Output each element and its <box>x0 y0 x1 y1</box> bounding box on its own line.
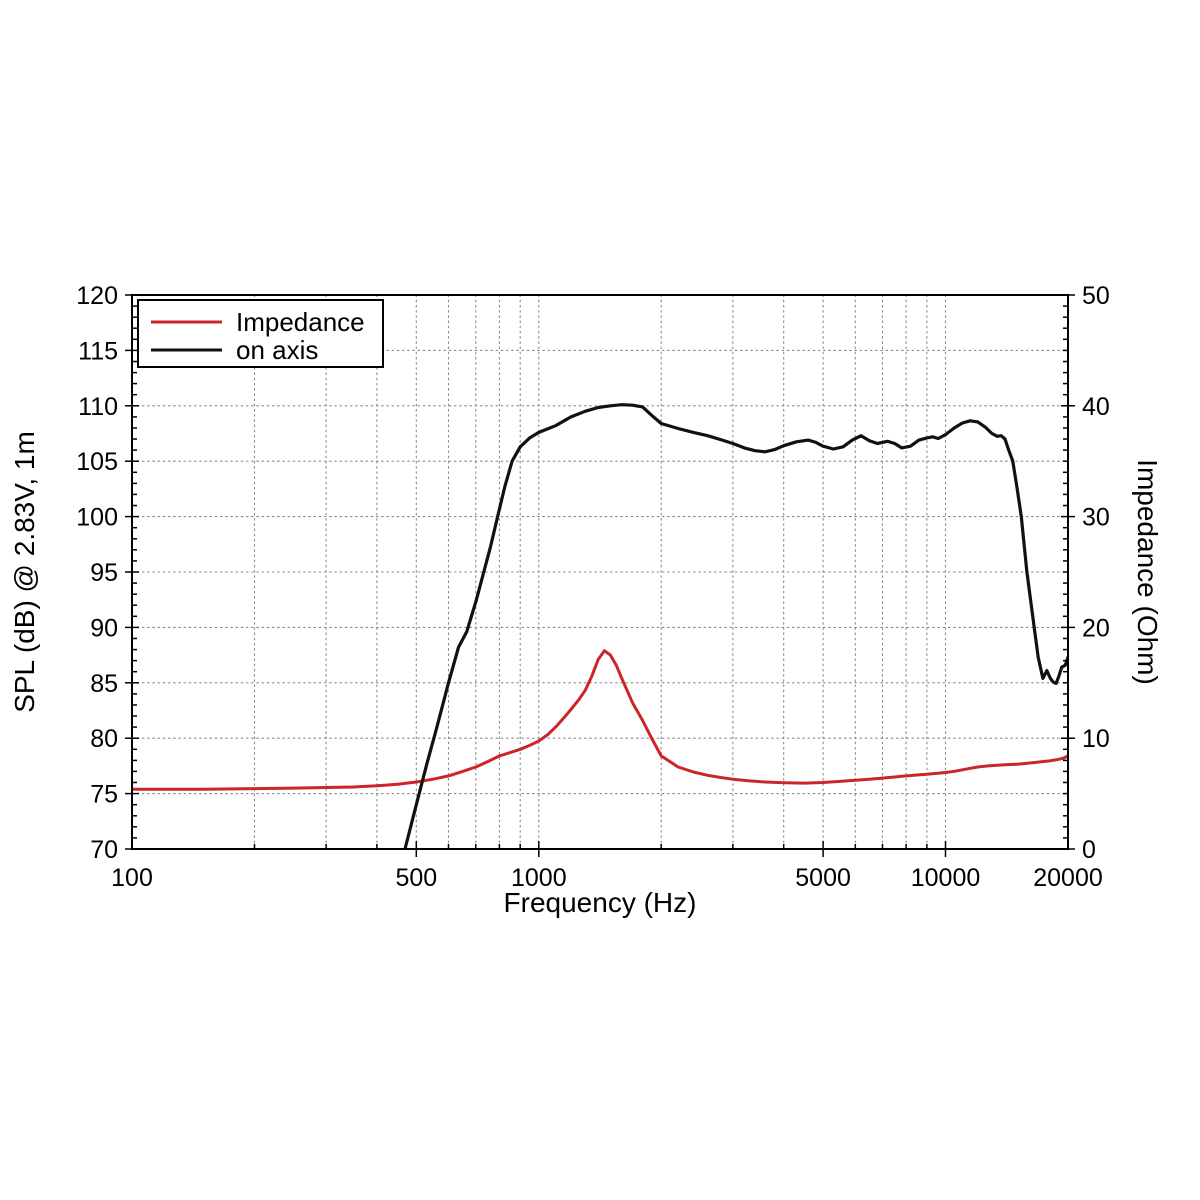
x-axis-title: Frequency (Hz) <box>504 887 697 918</box>
svg-text:10: 10 <box>1082 725 1110 753</box>
legend-onaxis-label: on axis <box>236 335 318 365</box>
right-axis-title: Impedance (Ohm) <box>1132 459 1163 685</box>
axis-ticks <box>125 294 1075 857</box>
svg-text:50: 50 <box>1082 282 1110 310</box>
left-axis-title: SPL (dB) @ 2.83V, 1m <box>9 431 40 713</box>
svg-text:110: 110 <box>78 393 118 421</box>
svg-text:95: 95 <box>90 559 118 587</box>
svg-text:70: 70 <box>90 836 118 864</box>
legend-impedance-label: Impedance <box>236 307 365 337</box>
legend-box <box>137 299 384 368</box>
data-curves <box>132 403 1068 849</box>
svg-text:20000: 20000 <box>1033 864 1103 892</box>
svg-text:30: 30 <box>1082 504 1110 532</box>
svg-text:75: 75 <box>90 781 118 809</box>
svg-text:40: 40 <box>1082 393 1110 421</box>
svg-text:500: 500 <box>395 864 437 892</box>
svg-text:85: 85 <box>90 670 118 698</box>
svg-text:1000: 1000 <box>511 864 567 892</box>
legend: Impedance on axis <box>137 299 384 368</box>
svg-text:100: 100 <box>76 504 118 532</box>
svg-text:105: 105 <box>76 448 118 476</box>
svg-text:120: 120 <box>76 282 118 310</box>
svg-text:100: 100 <box>111 864 153 892</box>
svg-text:20: 20 <box>1082 614 1110 642</box>
svg-text:5000: 5000 <box>795 864 851 892</box>
svg-text:115: 115 <box>78 337 118 365</box>
svg-text:90: 90 <box>90 614 118 642</box>
svg-text:80: 80 <box>90 725 118 753</box>
grid-lines <box>131 294 1069 850</box>
svg-text:0: 0 <box>1082 836 1096 864</box>
svg-text:10000: 10000 <box>911 864 981 892</box>
axis-tick-labels: 100 500 1000 5000 10000 200007075808590951001… <box>76 282 1110 892</box>
